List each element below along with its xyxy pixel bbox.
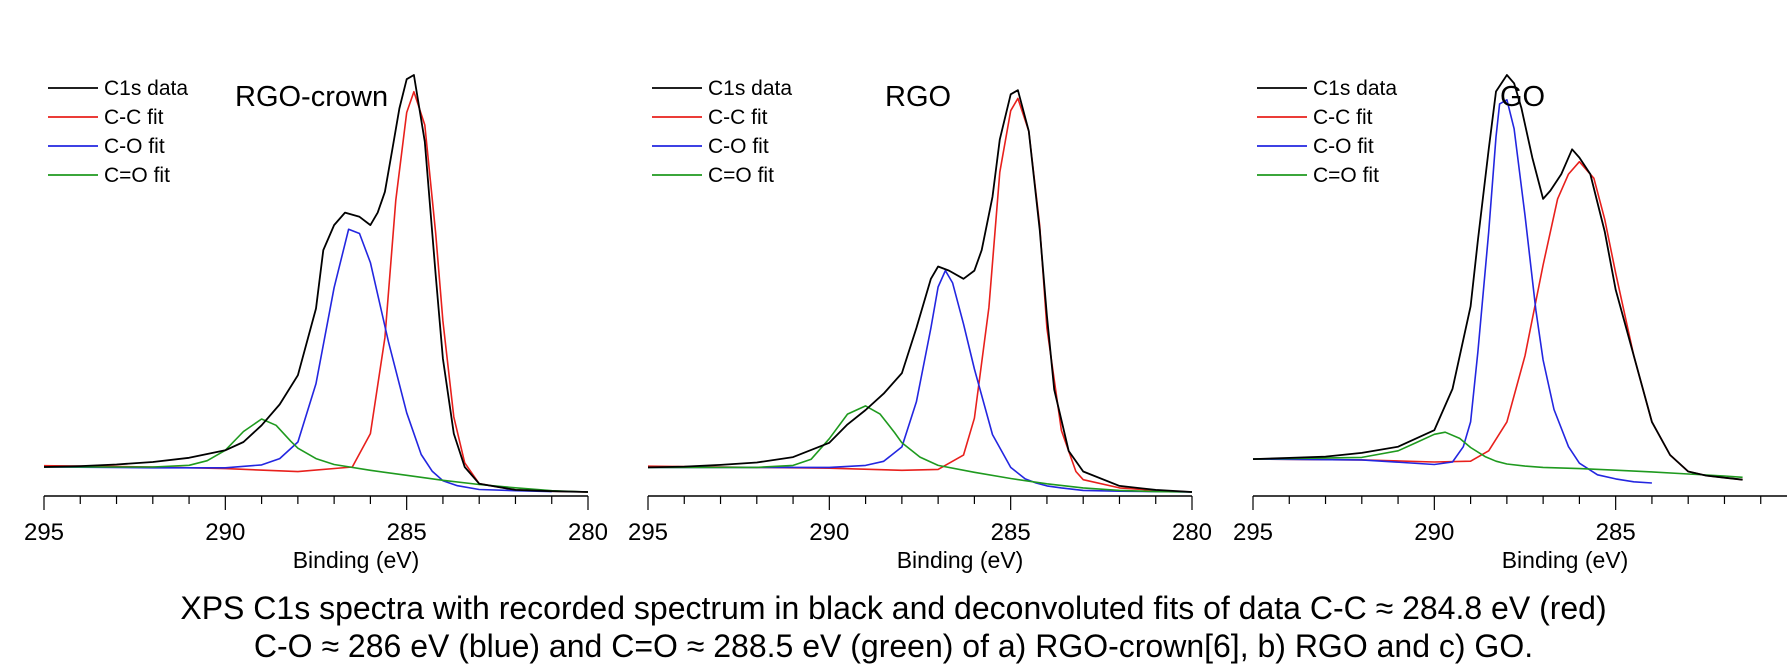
x-tick-label: 285 xyxy=(991,519,1031,546)
series-line-c-o-fit xyxy=(43,228,552,493)
legend-label: C=O fit xyxy=(1313,164,1379,187)
figure-caption-line-2: C-O ≈ 286 eV (blue) and C=O ≈ 288.5 eV (… xyxy=(253,628,1534,664)
series-line-c1s-data xyxy=(647,89,1193,493)
x-tick-label: 295 xyxy=(1233,519,1273,546)
x-tick-label: 290 xyxy=(809,519,849,546)
x-tick-label: 295 xyxy=(628,519,668,546)
legend-label: C1s data xyxy=(104,77,188,100)
x-axis-label: Binding (eV) xyxy=(1502,547,1629,573)
legend-label: C-O fit xyxy=(104,135,165,158)
legend-label: C-C fit xyxy=(104,106,164,129)
x-tick-label: 280 xyxy=(568,519,608,546)
x-tick-label: 280 xyxy=(1172,519,1212,546)
series-line-c-o-fit xyxy=(648,269,1193,493)
series-line-c1s-data xyxy=(43,74,589,493)
panel-title: GO xyxy=(1500,81,1545,113)
x-tick-label: 290 xyxy=(1414,519,1454,546)
x-tick-label: 285 xyxy=(387,519,427,546)
x-axis-label: Binding (eV) xyxy=(897,547,1024,573)
legend-label: C=O fit xyxy=(708,164,774,187)
series-line-c-c-fit xyxy=(647,97,1193,493)
series-line-c-o-fit xyxy=(648,405,1193,493)
series-line-c-o-fit xyxy=(44,418,589,493)
legend-label: C1s data xyxy=(1313,77,1397,100)
x-axis-label: Binding (eV) xyxy=(293,547,420,573)
panel-title: RGO xyxy=(885,81,951,113)
legend-label: C-C fit xyxy=(708,106,768,129)
figure-caption-line-1: XPS C1s spectra with recorded spectrum i… xyxy=(180,590,1607,626)
legend-label: C-C fit xyxy=(1313,106,1373,129)
panel-title: RGO-crown xyxy=(235,81,388,113)
x-tick-label: 295 xyxy=(24,519,64,546)
x-tick-label: 285 xyxy=(1596,519,1636,546)
xps-panel-2: 295 290 285 280 Binding (eV) C1s data C-C fit C… xyxy=(628,77,1212,573)
legend-label: C1s data xyxy=(708,77,792,100)
x-tick-label: 290 xyxy=(205,519,245,546)
xps-panel-1: 295 290 285 280 Binding (eV) C1s data C-C fit C… xyxy=(24,74,608,573)
legend-label: C-O fit xyxy=(1313,135,1374,158)
series-line-c1s-data xyxy=(1252,74,1743,481)
series-line-c-o-fit xyxy=(1252,431,1743,479)
legend-label: C-O fit xyxy=(708,135,769,158)
legend-label: C=O fit xyxy=(104,164,170,187)
series-line-c-c-fit xyxy=(1252,160,1743,481)
